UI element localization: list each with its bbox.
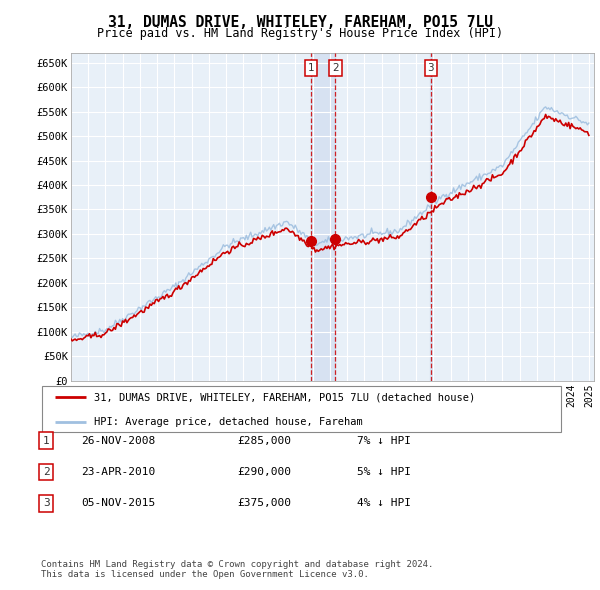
Text: 7% ↓ HPI: 7% ↓ HPI <box>357 436 411 445</box>
Text: 2: 2 <box>332 63 338 73</box>
Bar <box>311 53 335 381</box>
Text: 05-NOV-2015: 05-NOV-2015 <box>81 499 155 508</box>
Text: 3: 3 <box>428 63 434 73</box>
Text: 31, DUMAS DRIVE, WHITELEY, FAREHAM, PO15 7LU (detached house): 31, DUMAS DRIVE, WHITELEY, FAREHAM, PO15… <box>94 392 475 402</box>
Text: 5% ↓ HPI: 5% ↓ HPI <box>357 467 411 477</box>
Text: 31, DUMAS DRIVE, WHITELEY, FAREHAM, PO15 7LU: 31, DUMAS DRIVE, WHITELEY, FAREHAM, PO15… <box>107 15 493 30</box>
Text: Contains HM Land Registry data © Crown copyright and database right 2024.
This d: Contains HM Land Registry data © Crown c… <box>41 560 433 579</box>
Text: Price paid vs. HM Land Registry's House Price Index (HPI): Price paid vs. HM Land Registry's House … <box>97 27 503 40</box>
Text: £375,000: £375,000 <box>237 499 291 508</box>
Text: £285,000: £285,000 <box>237 436 291 445</box>
Text: 26-NOV-2008: 26-NOV-2008 <box>81 436 155 445</box>
Text: 2: 2 <box>43 467 50 477</box>
Text: 3: 3 <box>43 499 50 508</box>
Text: 23-APR-2010: 23-APR-2010 <box>81 467 155 477</box>
FancyBboxPatch shape <box>42 386 561 432</box>
Text: £290,000: £290,000 <box>237 467 291 477</box>
Text: 1: 1 <box>43 436 50 445</box>
Text: HPI: Average price, detached house, Fareham: HPI: Average price, detached house, Fare… <box>94 417 362 427</box>
Text: 1: 1 <box>308 63 314 73</box>
Bar <box>430 53 431 381</box>
Text: 4% ↓ HPI: 4% ↓ HPI <box>357 499 411 508</box>
